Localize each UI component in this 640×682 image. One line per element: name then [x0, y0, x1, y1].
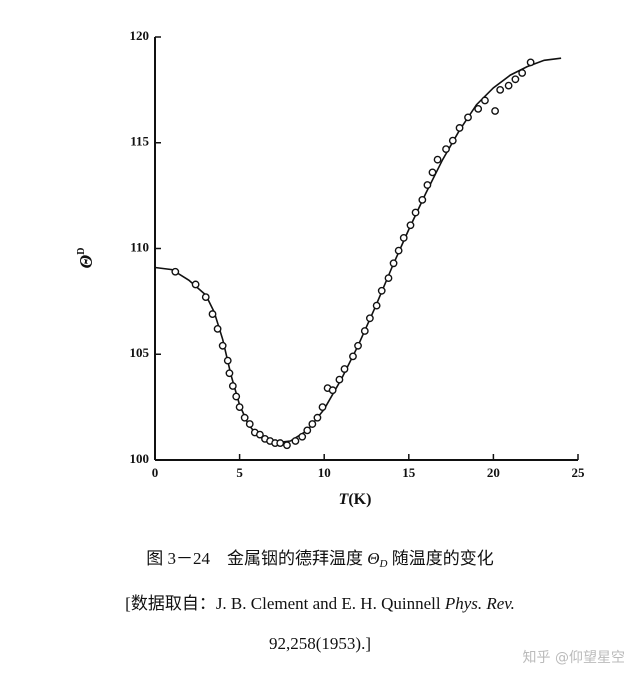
- data-point: [213, 324, 222, 333]
- y-tick-label: 105: [130, 345, 150, 360]
- x-tick-label: 15: [402, 465, 416, 480]
- caption-line3: 92,258(1953).]: [269, 634, 371, 653]
- data-point: [448, 136, 457, 145]
- data-point: [360, 327, 369, 335]
- x-label-symbol: T: [339, 491, 350, 508]
- data-point: [171, 267, 180, 276]
- data-point: [518, 69, 527, 77]
- y-label-symbol: Θ: [76, 254, 96, 268]
- data-point: [298, 432, 307, 441]
- caption-line1: 图 3－24 金属铟的德拜温度 ΘD 随温度的变化: [146, 549, 493, 570]
- data-point: [208, 310, 217, 318]
- data-point: [442, 145, 450, 153]
- data-point: [256, 430, 264, 439]
- data-point: [491, 107, 499, 115]
- y-axis-label: ΘD: [76, 248, 96, 269]
- y-tick-label: 100: [130, 451, 150, 466]
- data-point: [349, 352, 357, 361]
- caption-text: [数据取自：J. B. Clement and E. H. Quinnell: [125, 594, 445, 613]
- data-point: [474, 105, 483, 113]
- data-point: [433, 155, 442, 164]
- caption-text: 图 3－24 金属铟的德拜温度: [146, 549, 367, 568]
- caption-sub: D: [379, 558, 388, 570]
- data-point: [318, 403, 327, 412]
- data-point: [232, 392, 241, 401]
- y-tick-label: 115: [130, 134, 149, 149]
- data-point: [481, 96, 489, 105]
- data-point: [406, 221, 415, 230]
- caption-journal: Phys. Rev.: [444, 594, 515, 613]
- data-point: [335, 375, 344, 384]
- data-point: [377, 286, 386, 295]
- data-point: [291, 437, 300, 445]
- data-point: [245, 420, 254, 428]
- data-point: [328, 386, 337, 395]
- y-tick-label: 110: [130, 239, 149, 254]
- x-tick-label: 0: [152, 465, 159, 480]
- x-label-unit: (K): [348, 491, 371, 508]
- data-point: [365, 314, 374, 323]
- x-tick-label: 5: [236, 465, 243, 480]
- data-point: [526, 58, 535, 67]
- data-point: [218, 341, 227, 350]
- data-point: [399, 234, 408, 242]
- data-point: [303, 426, 312, 435]
- watermark: 知乎 @仰望星空: [523, 649, 625, 666]
- data-point: [313, 413, 322, 422]
- data-point: [464, 113, 472, 122]
- data-point: [455, 124, 464, 132]
- data-point: [283, 441, 291, 450]
- data-point: [511, 75, 520, 84]
- data-point: [276, 439, 285, 447]
- x-tick-label: 25: [572, 465, 586, 480]
- data-point: [389, 259, 398, 268]
- data-point: [423, 181, 432, 189]
- caption-symbol: Θ: [367, 549, 379, 568]
- x-tick-label: 20: [487, 465, 500, 480]
- caption-line2: [数据取自：J. B. Clement and E. H. Quinnell P…: [125, 594, 515, 613]
- data-point: [235, 403, 244, 412]
- data-point: [228, 382, 237, 390]
- y-label-sub: D: [76, 248, 87, 255]
- x-axis-label: T(K): [339, 491, 372, 508]
- data-point: [496, 85, 505, 94]
- data-point: [418, 195, 427, 204]
- caption-text: 随温度的变化: [387, 549, 493, 568]
- data-point: [308, 420, 317, 428]
- y-tick-label: 120: [130, 28, 150, 43]
- data-point: [340, 365, 349, 373]
- data-point: [428, 168, 437, 177]
- data-point: [225, 369, 234, 378]
- data-point: [384, 274, 393, 283]
- data-point: [223, 356, 232, 365]
- data-point: [191, 280, 200, 289]
- data-point: [354, 341, 362, 350]
- data-point: [394, 246, 403, 255]
- data-point: [240, 413, 249, 422]
- fit-curve: [154, 57, 562, 444]
- x-tick-label: 10: [318, 465, 331, 480]
- data-point: [411, 208, 420, 217]
- data-point: [504, 81, 513, 90]
- data-point: [372, 301, 381, 310]
- data-point: [201, 293, 210, 302]
